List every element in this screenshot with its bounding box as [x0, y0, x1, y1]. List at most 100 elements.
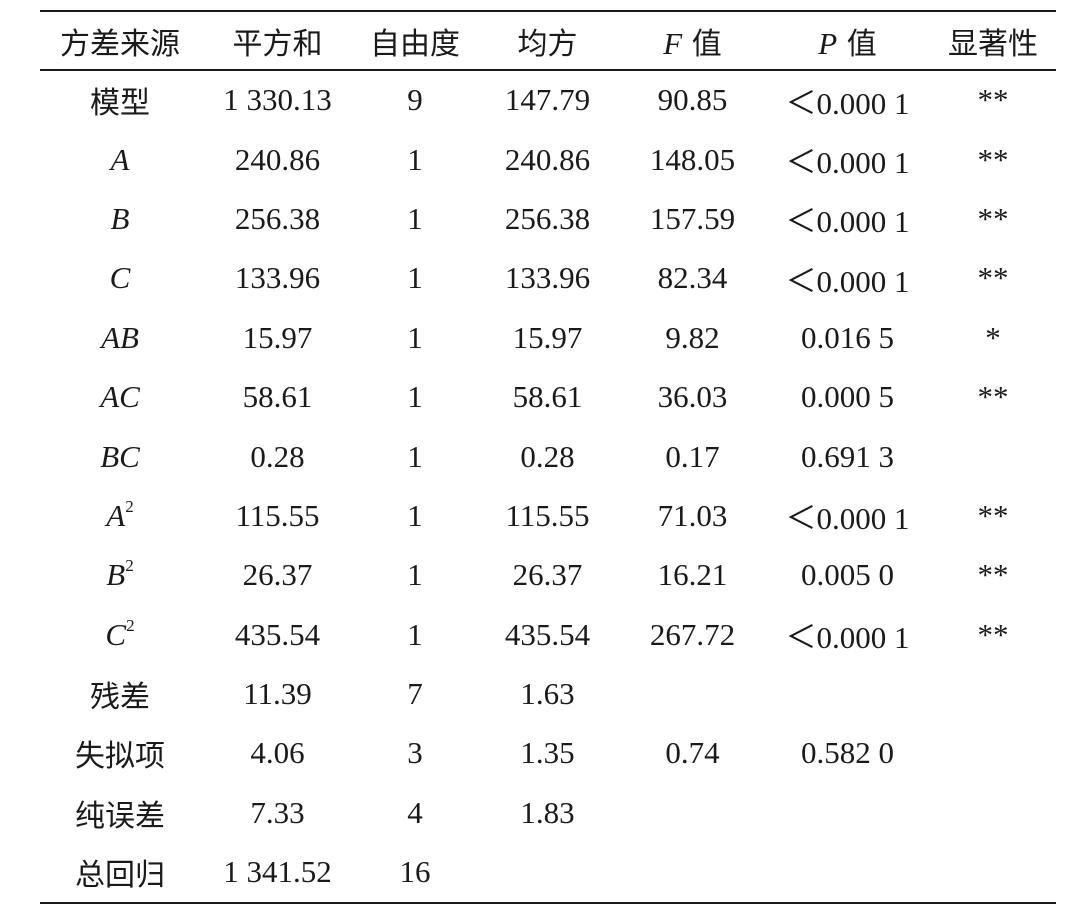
cell-f-value: 157.59	[649, 200, 736, 236]
cell-significance	[930, 843, 1056, 902]
cell-sum-of-squares: 1 341.52	[223, 854, 332, 890]
cell-sum-of-squares: 7.33	[250, 794, 305, 830]
cell-f-value: 71.03	[657, 497, 728, 533]
header-row: 方差来源 平方和 自由度 均方 F 值 P 值 显著性	[40, 12, 1056, 69]
cell-significance	[930, 664, 1056, 723]
cell-sum-of-squares: 58.61	[242, 379, 313, 415]
source-exponent: 2	[126, 615, 135, 635]
anova-table: 方差来源 平方和 自由度 均方 F 值 P 值 显著性	[40, 12, 1056, 69]
cell-f-value: 90.85	[657, 82, 728, 118]
source-label: A	[106, 497, 126, 533]
anova-table-container: 方差来源 平方和 自由度 均方 F 值 P 值 显著性 模型 1 330.13 9 1…	[40, 10, 1056, 904]
header-f-suffix: 值	[691, 26, 722, 62]
cell-mean-square: 133.96	[504, 260, 591, 296]
source-label: A	[110, 141, 130, 177]
cell-sum-of-squares: 256.38	[234, 200, 321, 236]
table-row: 残差 11.39 7 1.63	[40, 664, 1056, 723]
cell-source: B2	[40, 546, 200, 605]
cell-p-value: 0.005 0	[801, 557, 894, 593]
header-f-letter: F	[663, 25, 683, 61]
cell-p-value: 0.016 5	[801, 319, 894, 355]
cell-sum-of-squares: 1 330.13	[223, 82, 332, 118]
bottom-rule	[40, 901, 1056, 904]
table-row: 模型 1 330.13 9 147.79 90.85 ＜0.000 1 **	[40, 71, 1056, 130]
cell-f-value: 36.03	[657, 379, 728, 415]
header-significance: 显著性	[948, 26, 1038, 62]
table-row: 失拟项 4.06 3 1.35 0.74 0.582 0	[40, 724, 1056, 783]
header-df: 自由度	[370, 26, 460, 62]
cell-significance: **	[977, 557, 1009, 593]
source-label: B	[106, 557, 126, 593]
cell-mean-square: 1.63	[520, 676, 575, 712]
cell-mean-square: 0.28	[520, 438, 575, 474]
cell-p-value: 0.000 5	[801, 379, 894, 415]
table-row: A2 115.55 1 115.55 71.03 ＜0.000 1 **	[40, 486, 1056, 545]
cell-mean-square: 240.86	[504, 141, 591, 177]
cell-df: 1	[407, 438, 423, 474]
source-label: 残差	[90, 680, 150, 716]
cell-mean-square	[475, 843, 620, 902]
source-label: 总回归	[75, 858, 165, 894]
header-source: 方差来源	[60, 26, 180, 62]
cell-source: AB	[40, 308, 200, 367]
cell-significance: **	[977, 379, 1009, 415]
source-label: 模型	[90, 86, 150, 122]
cell-p-value	[765, 843, 930, 902]
cell-sum-of-squares: 15.97	[242, 319, 313, 355]
cell-significance: **	[977, 497, 1009, 533]
source-label: B	[110, 200, 130, 236]
cell-source: C2	[40, 605, 200, 664]
cell-significance	[930, 427, 1056, 486]
cell-df: 16	[399, 854, 431, 890]
header-p-suffix: 值	[846, 26, 877, 62]
cell-p-value: ＜0.000 1	[785, 85, 910, 121]
cell-p-value: ＜0.000 1	[785, 145, 910, 181]
cell-p-value: ＜0.000 1	[785, 620, 910, 656]
cell-mean-square: 26.37	[512, 557, 583, 593]
cell-significance	[930, 724, 1056, 783]
cell-df: 1	[407, 497, 423, 533]
cell-f-value: 0.17	[665, 438, 720, 474]
table-row: BC 0.28 1 0.28 0.17 0.691 3	[40, 427, 1056, 486]
cell-source: 模型	[40, 71, 200, 130]
table-row: C2 435.54 1 435.54 267.72 ＜0.000 1 **	[40, 605, 1056, 664]
cell-f-value: 9.82	[665, 319, 720, 355]
cell-sum-of-squares: 435.54	[234, 616, 321, 652]
cell-p-value: ＜0.000 1	[785, 501, 910, 537]
anova-table-body: 模型 1 330.13 9 147.79 90.85 ＜0.000 1 ** A 240.86 1…	[40, 71, 1056, 902]
cell-source: B	[40, 189, 200, 248]
cell-df: 1	[407, 319, 423, 355]
source-label: 失拟项	[75, 739, 165, 775]
cell-df: 1	[407, 200, 423, 236]
cell-f-value: 0.74	[665, 735, 720, 771]
cell-significance: **	[977, 82, 1009, 118]
cell-df: 1	[407, 260, 423, 296]
cell-f-value	[620, 843, 765, 902]
cell-significance: **	[977, 141, 1009, 177]
cell-source: 纯误差	[40, 783, 200, 842]
cell-sum-of-squares: 4.06	[250, 735, 305, 771]
header-p-value: P 值	[765, 12, 930, 69]
table-row: 总回归 1 341.52 16	[40, 843, 1056, 902]
cell-mean-square: 15.97	[512, 319, 583, 355]
cell-df: 4	[407, 794, 423, 830]
cell-mean-square: 115.55	[505, 497, 590, 533]
source-exponent: 2	[125, 496, 134, 516]
cell-f-value: 148.05	[649, 141, 736, 177]
cell-df: 1	[407, 557, 423, 593]
cell-p-value: 0.691 3	[801, 438, 894, 474]
header-f-value: F 值	[620, 12, 765, 69]
header-p-letter: P	[818, 25, 838, 61]
cell-mean-square: 256.38	[504, 200, 591, 236]
cell-sum-of-squares: 26.37	[242, 557, 313, 593]
cell-sum-of-squares: 0.28	[250, 438, 305, 474]
cell-p-value	[765, 664, 930, 723]
cell-f-value: 82.34	[657, 260, 728, 296]
header-rule	[40, 69, 1056, 71]
table-header: 方差来源 平方和 自由度 均方 F 值 P 值 显著性	[40, 12, 1056, 69]
cell-df: 9	[407, 82, 423, 118]
cell-df: 7	[407, 676, 423, 712]
table-row: 纯误差 7.33 4 1.83	[40, 783, 1056, 842]
table-row: AC 58.61 1 58.61 36.03 0.000 5 **	[40, 367, 1056, 426]
cell-source: A2	[40, 486, 200, 545]
